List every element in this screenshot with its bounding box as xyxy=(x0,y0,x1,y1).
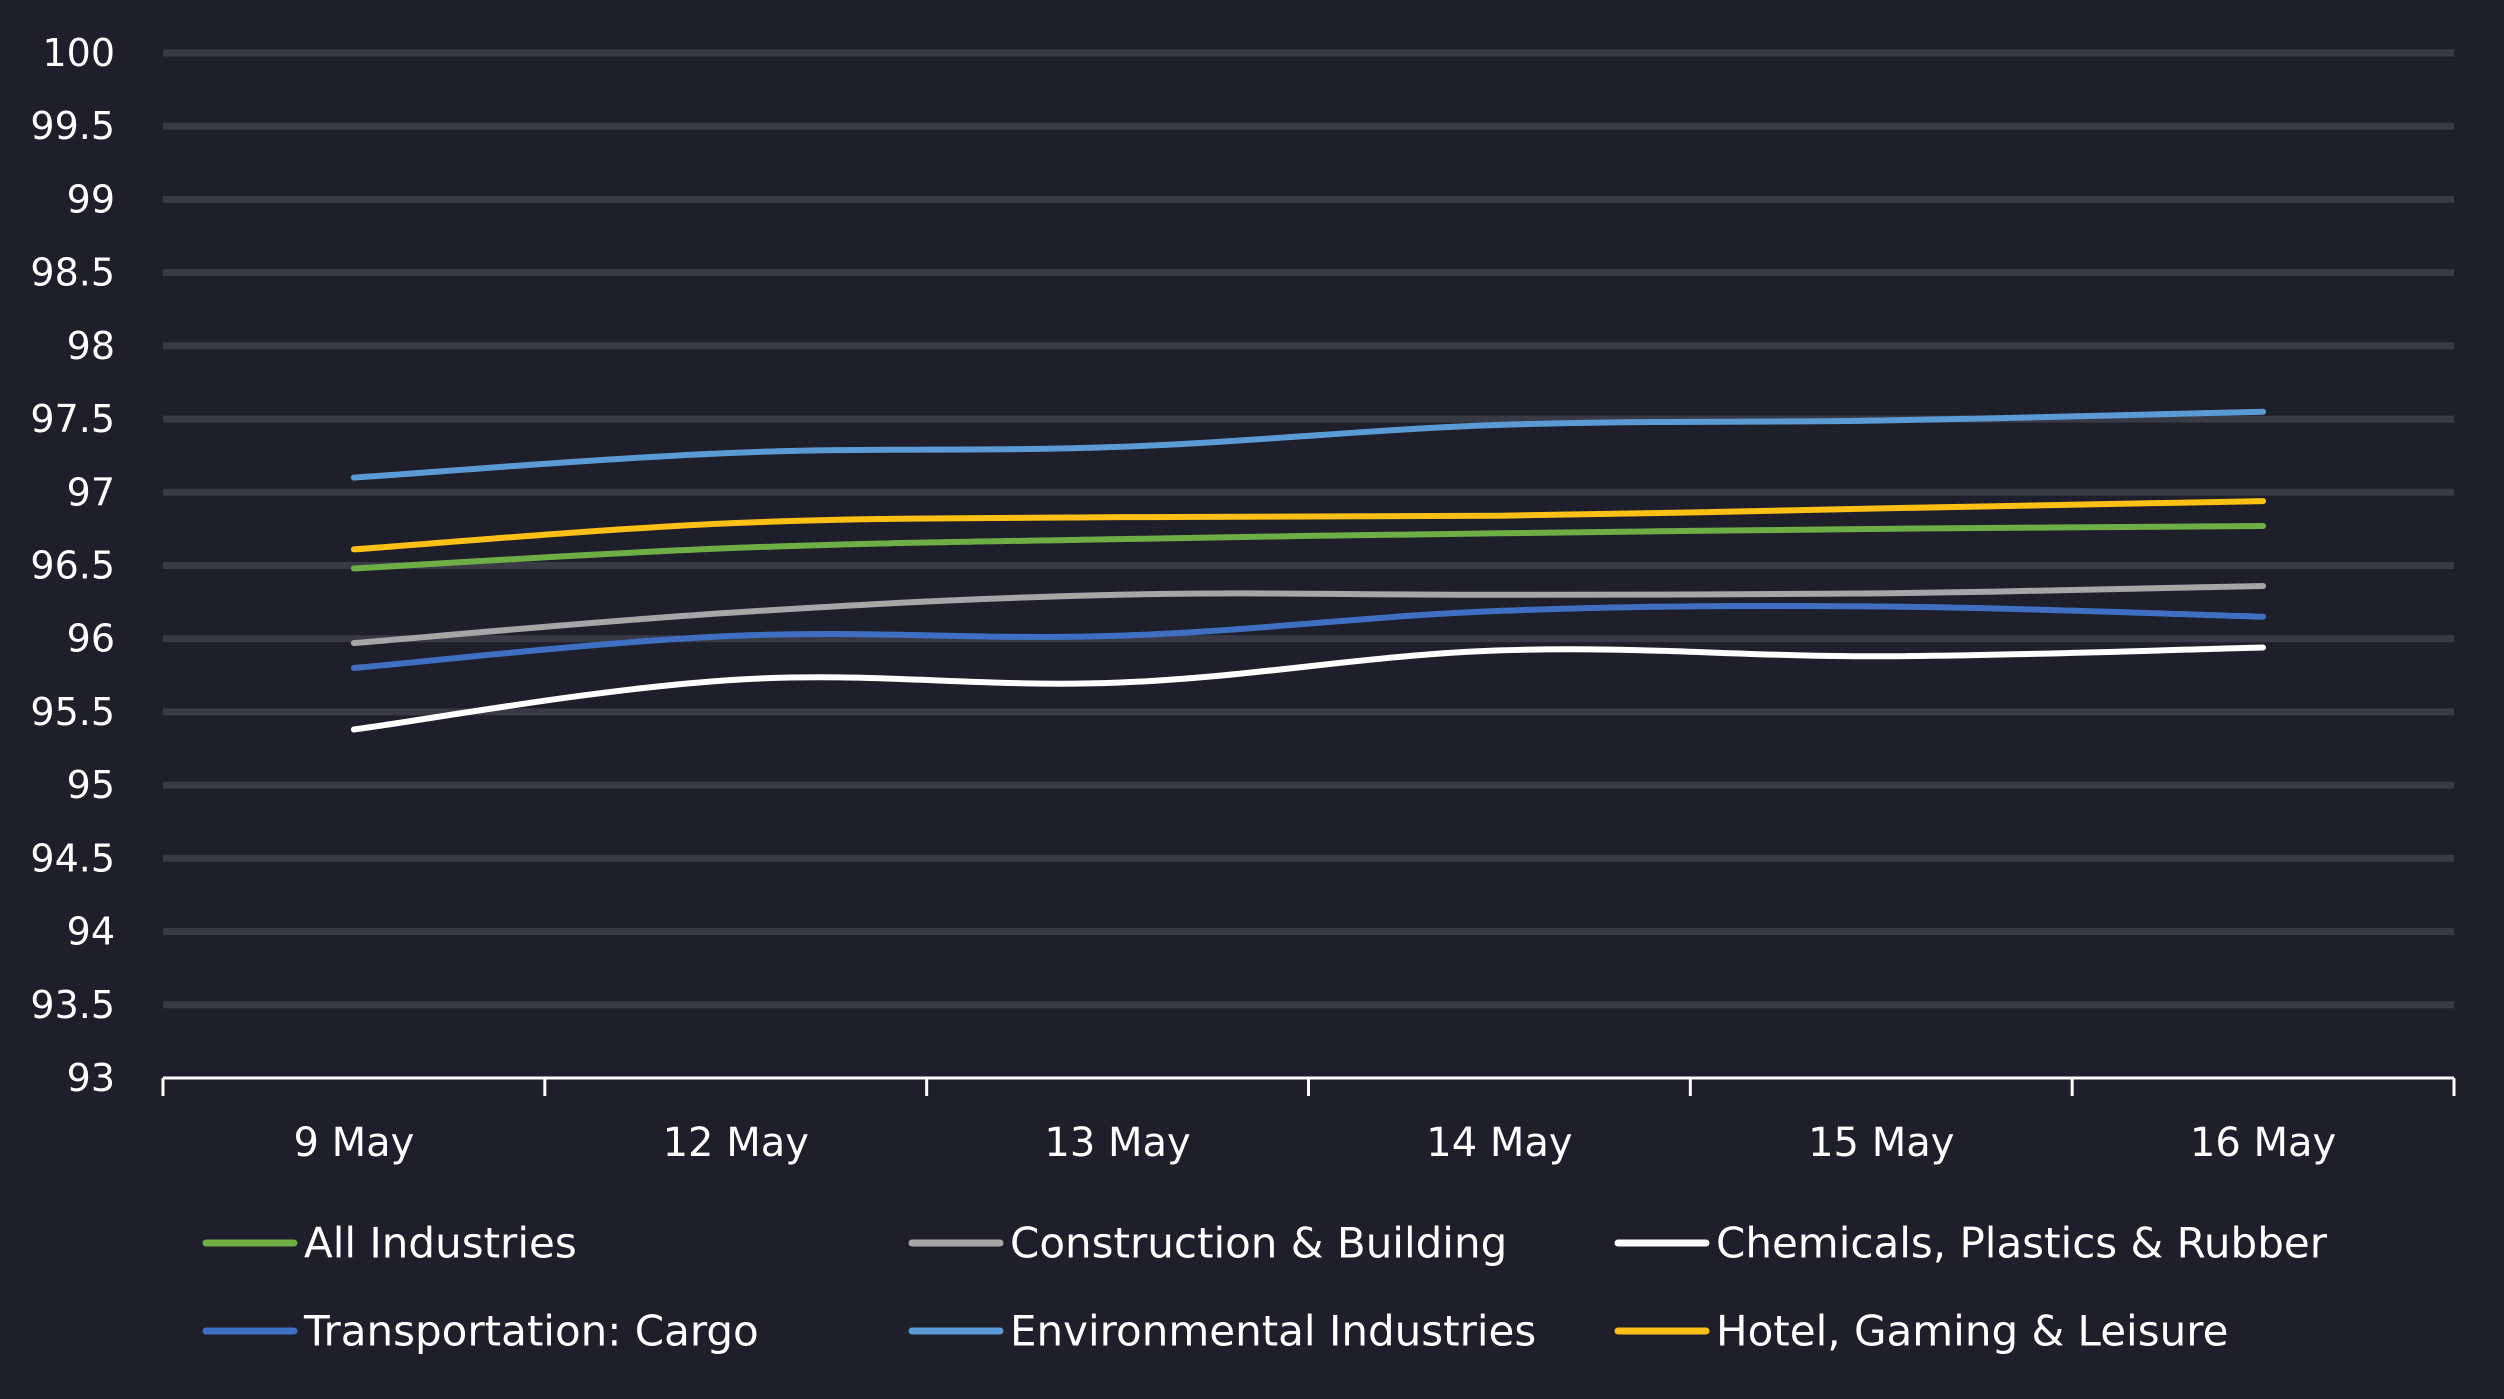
x-tick-label: 15 May xyxy=(1808,1120,1954,1166)
x-tick-label: 12 May xyxy=(663,1120,809,1166)
legend-label: Construction & Building xyxy=(1010,1219,1507,1268)
legend-item-construction-building: Construction & Building xyxy=(908,1219,1507,1268)
legend-label: Hotel, Gaming & Leisure xyxy=(1716,1307,2228,1356)
legend-label: All Industries xyxy=(304,1219,577,1268)
legend: All Industries Construction & Building Che… xyxy=(202,1219,2328,1356)
legend-label: Environmental Industries xyxy=(1010,1307,1536,1356)
y-tick-label: 96 xyxy=(67,617,115,661)
legend-item-all-industries: All Industries xyxy=(202,1219,577,1268)
x-tick-label: 16 May xyxy=(2190,1120,2336,1166)
y-tick-label: 93 xyxy=(67,1056,115,1100)
x-tick-label: 13 May xyxy=(1044,1120,1190,1166)
series-line-all-industries xyxy=(350,522,2267,572)
series-line-chemicals-plastics-rubber xyxy=(350,644,2267,733)
x-tick-label: 14 May xyxy=(1426,1120,1572,1166)
series-lines xyxy=(350,408,2267,733)
series-line-hotel-gaming-leisure xyxy=(350,498,2267,553)
y-axis-tick-labels: 93 93.5 94 94.5 95 95.5 96 96.5 97 97.5 98 98.5 99 99… xyxy=(30,31,115,1100)
gridlines xyxy=(163,49,2454,1009)
x-axis: 9 May 12 May 13 May 14 May 15 May 16 May xyxy=(161,1076,2456,1166)
y-tick-label: 97 xyxy=(67,470,115,514)
y-tick-label: 100 xyxy=(42,31,115,75)
y-tick-label: 95.5 xyxy=(30,690,115,734)
legend-label: Transportation: Cargo xyxy=(303,1307,759,1356)
y-tick-label: 96.5 xyxy=(30,544,115,588)
y-tick-label: 98.5 xyxy=(30,251,115,295)
y-tick-label: 99.5 xyxy=(30,104,115,148)
series-line-construction-building xyxy=(350,583,2267,647)
y-tick-label: 98 xyxy=(67,324,115,368)
y-tick-label: 94 xyxy=(67,910,115,954)
legend-item-hotel-gaming-leisure: Hotel, Gaming & Leisure xyxy=(1614,1307,2228,1356)
series-line-transportation-cargo xyxy=(350,602,2267,671)
x-tick-label: 9 May xyxy=(293,1120,414,1166)
legend-label: Chemicals, Plastics & Rubber xyxy=(1716,1219,2328,1268)
y-tick-label: 95 xyxy=(67,763,115,807)
y-tick-label: 94.5 xyxy=(30,836,115,880)
y-tick-label: 93.5 xyxy=(30,983,115,1027)
y-tick-label: 99 xyxy=(67,177,115,221)
legend-item-environmental-industries: Environmental Industries xyxy=(908,1307,1536,1356)
legend-item-transportation-cargo: Transportation: Cargo xyxy=(202,1307,759,1356)
y-tick-label: 97.5 xyxy=(30,397,115,441)
legend-item-chemicals-plastics-rubber: Chemicals, Plastics & Rubber xyxy=(1614,1219,2328,1268)
series-line-environmental-industries xyxy=(350,408,2267,481)
